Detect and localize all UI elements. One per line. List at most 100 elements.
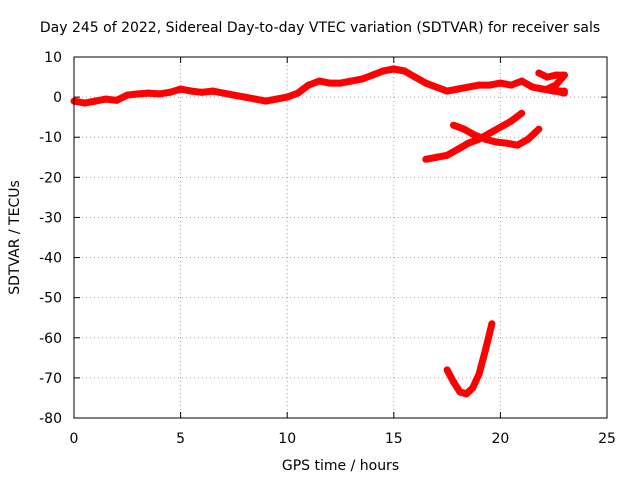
data-point — [543, 73, 551, 81]
data-point — [369, 71, 376, 79]
data-point — [155, 90, 163, 98]
data-point — [283, 93, 291, 101]
y-tick-label: -20 — [39, 170, 62, 186]
data-point — [166, 88, 174, 96]
x-tick-label: 15 — [385, 431, 403, 447]
plot-frame — [73, 56, 608, 419]
y-tick-label: 10 — [44, 50, 62, 66]
data-point — [251, 95, 259, 103]
data-point — [123, 91, 131, 99]
data-point — [305, 81, 312, 89]
data-point — [464, 139, 472, 147]
data-point — [535, 125, 543, 133]
data-point — [535, 69, 543, 77]
data-point — [552, 71, 560, 79]
data-point — [454, 145, 462, 153]
data-point — [411, 73, 419, 81]
y-tick-label: -80 — [39, 411, 62, 427]
data-point — [273, 95, 280, 103]
data-point — [432, 83, 440, 91]
data-point — [209, 87, 217, 95]
data-point — [482, 346, 489, 354]
x-tick-label: 25 — [598, 431, 616, 447]
data-point — [486, 129, 494, 137]
data-point — [219, 89, 227, 97]
data-point — [528, 83, 536, 91]
data-point — [113, 96, 121, 104]
x-tick-label: 5 — [176, 431, 185, 447]
data-layer — [70, 65, 568, 398]
chart-title: Day 245 of 2022, Sidereal Day-to-day VTE… — [40, 20, 600, 36]
data-point — [552, 87, 560, 95]
data-point — [187, 87, 195, 95]
data-point — [241, 93, 249, 101]
data-point — [134, 90, 142, 98]
data-point — [524, 135, 532, 143]
data-point — [432, 153, 440, 161]
data-point — [514, 141, 521, 149]
y-tick-label: -30 — [39, 210, 62, 226]
data-point — [488, 320, 496, 328]
data-point — [486, 81, 494, 89]
data-point — [496, 79, 504, 87]
data-point — [102, 95, 110, 103]
data-point — [262, 97, 270, 105]
data-point — [81, 99, 89, 107]
grid — [74, 57, 607, 418]
data-point — [475, 81, 483, 89]
data-point — [496, 123, 504, 131]
data-point — [450, 121, 457, 129]
data-point — [518, 109, 526, 117]
data-point — [475, 370, 483, 378]
data-point — [145, 89, 153, 97]
data-point — [462, 390, 470, 398]
data-point — [503, 139, 511, 147]
data-point — [464, 83, 472, 91]
y-tick-label: -40 — [39, 251, 62, 267]
data-point — [422, 155, 430, 163]
series-rising-arc — [425, 110, 524, 163]
data-point — [471, 131, 479, 139]
y-axis-label: SDTVAR / TECUs — [7, 180, 23, 295]
data-point — [294, 89, 302, 97]
data-point — [177, 85, 185, 93]
x-axis-label: GPS time / hours — [282, 458, 399, 474]
data-point — [358, 75, 366, 83]
data-point — [337, 79, 344, 87]
data-point — [460, 125, 468, 133]
data-point — [450, 378, 457, 386]
data-point — [552, 81, 560, 89]
y-tick-label: -50 — [39, 291, 62, 307]
data-point — [230, 91, 238, 99]
data-point — [401, 67, 408, 75]
y-tick-label: -60 — [39, 331, 62, 347]
data-point — [443, 366, 451, 374]
data-point — [379, 67, 387, 75]
data-point — [315, 77, 323, 85]
axis-ticks: 0 5 10 15 20 25 10 0 -10 -20 -30 -40 -50 -60 -70 -80 — [39, 50, 616, 447]
y-tick-label: -10 — [39, 130, 62, 146]
y-tick-label: -70 — [39, 371, 62, 387]
data-point — [347, 77, 355, 85]
data-point — [91, 97, 99, 105]
data-point — [443, 87, 451, 95]
data-point — [543, 85, 551, 93]
data-point — [456, 388, 464, 396]
data-point — [469, 384, 477, 392]
data-point — [560, 89, 568, 97]
data-point — [507, 81, 515, 89]
data-point — [198, 88, 206, 96]
data-point — [518, 77, 526, 85]
data-point — [560, 71, 568, 79]
data-point — [390, 65, 398, 73]
data-point — [443, 151, 451, 159]
x-tick-label: 20 — [491, 431, 509, 447]
x-tick-label: 10 — [278, 431, 296, 447]
y-tick-label: 0 — [53, 90, 62, 106]
x-tick-label: 0 — [70, 431, 79, 447]
data-point — [492, 138, 500, 146]
data-point — [422, 79, 430, 87]
data-point — [326, 79, 334, 87]
data-point — [454, 85, 462, 93]
